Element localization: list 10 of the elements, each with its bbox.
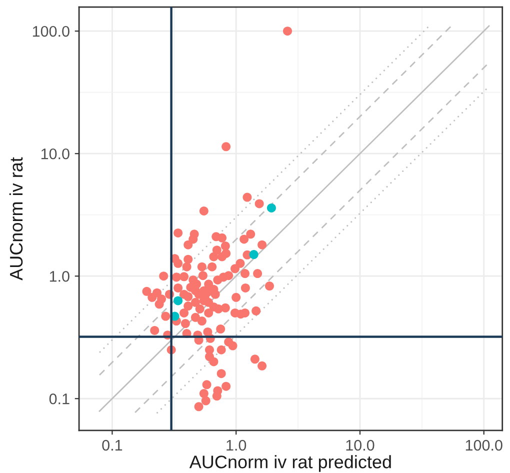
x-tick-label: 0.1 — [102, 440, 122, 451]
x-tick-label: 10.0 — [346, 440, 374, 451]
y-tick-label: 0.1 — [49, 393, 70, 404]
y-tick-label: 10.0 — [41, 148, 70, 160]
y-tick-label: 100.0 — [32, 26, 70, 37]
x-axis-title: AUCnorm iv rat predicted — [189, 455, 391, 472]
y-axis-title: AUCnorm iv rat — [9, 157, 23, 280]
x-tick-label: 1.0 — [226, 440, 246, 451]
x-tick-label: 100.0 — [466, 440, 502, 451]
y-tick-label: 1.0 — [50, 270, 70, 282]
